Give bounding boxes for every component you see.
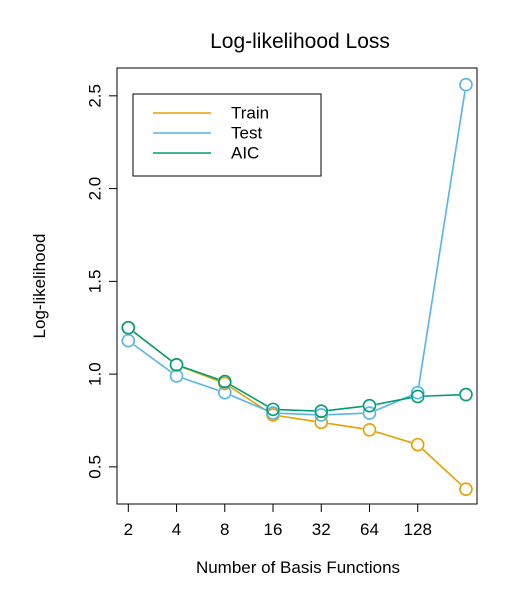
x-tick-label: 2 — [124, 520, 133, 539]
y-axis: 0.5 1.0 1.5 2.0 2.5 — [86, 84, 118, 479]
data-point — [410, 385, 425, 400]
y-tick-label: 2.5 — [86, 84, 105, 108]
x-tick-label: 64 — [360, 520, 379, 539]
series-line-segment — [279, 412, 315, 416]
x-tick-label: 4 — [172, 520, 181, 539]
series-layer — [121, 77, 473, 496]
legend-box — [132, 93, 322, 177]
data-point — [362, 422, 377, 437]
y-tick-label: 1.5 — [86, 270, 105, 294]
data-point — [266, 402, 280, 417]
data-point — [266, 406, 280, 420]
series-line-segment — [422, 448, 462, 485]
legend-label-train: Train — [231, 104, 269, 123]
data-point — [121, 320, 136, 335]
data-point — [362, 398, 377, 413]
series-line-segment — [279, 415, 315, 423]
y-tick-label: 2.0 — [86, 177, 105, 201]
legend-label-test: Test — [231, 124, 262, 143]
series-aic — [121, 320, 473, 419]
data-point — [314, 404, 329, 419]
series-line-segment — [133, 331, 172, 362]
series-test — [121, 77, 473, 422]
data-point — [121, 333, 136, 348]
data-point — [217, 374, 232, 389]
x-axis-label: Number of Basis Functions — [196, 558, 400, 577]
series-line-segment — [328, 422, 363, 430]
x-tick-label: 16 — [264, 520, 283, 539]
data-point — [314, 415, 329, 430]
y-tick-label: 1.0 — [86, 362, 105, 386]
x-tick-label: 32 — [312, 520, 331, 539]
series-line-segment — [376, 396, 412, 406]
series-train — [121, 320, 473, 496]
series-line-segment — [230, 386, 268, 412]
data-point — [169, 358, 184, 372]
series-line-segment — [328, 405, 363, 412]
series-line-segment — [328, 412, 363, 416]
y-tick-label: 0.5 — [86, 455, 105, 479]
series-line-segment — [230, 384, 268, 407]
x-axis: 2 4 8 16 32 64 128 — [124, 503, 432, 539]
data-point — [169, 369, 184, 383]
data-point — [410, 389, 425, 404]
series-line-segment — [182, 377, 219, 392]
data-point — [459, 482, 473, 496]
series-line-segment — [418, 91, 466, 386]
series-line-segment — [375, 394, 412, 412]
series-line-segment — [424, 394, 459, 397]
data-point — [459, 77, 473, 92]
series-line-segment — [375, 431, 412, 444]
data-point — [362, 406, 377, 420]
series-line-segment — [133, 344, 172, 373]
chart-title: Log-likelihood Loss — [210, 30, 390, 53]
data-point — [459, 387, 473, 402]
data-point — [217, 385, 232, 400]
x-tick-label: 8 — [220, 520, 229, 539]
series-line-segment — [279, 408, 315, 412]
series-line-segment — [182, 366, 219, 381]
x-tick-label: 128 — [404, 520, 432, 539]
data-point — [410, 437, 425, 452]
series-line-segment — [230, 394, 267, 412]
y-axis-label: Log-likelihood — [30, 234, 49, 339]
data-point — [314, 408, 329, 422]
legend-label-aic: AIC — [231, 144, 259, 163]
